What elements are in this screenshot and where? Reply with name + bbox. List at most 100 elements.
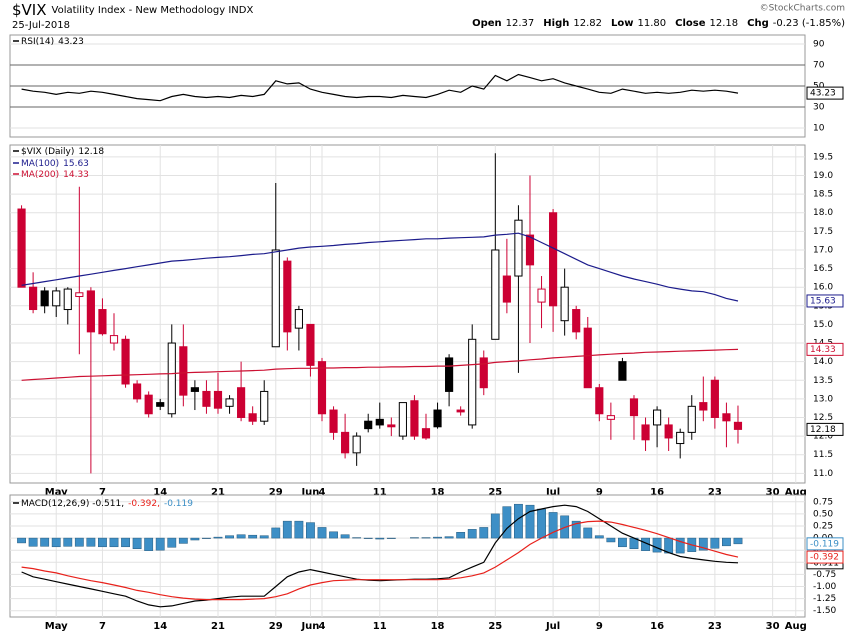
legend-label: RSI(14) 43.23 bbox=[21, 37, 84, 47]
candle-body bbox=[213, 390, 223, 409]
histogram-bar bbox=[698, 537, 708, 551]
histogram-bar bbox=[618, 537, 627, 548]
x-tick-label: 7 bbox=[99, 621, 106, 632]
x-tick-label: 18 bbox=[431, 621, 445, 632]
y-tick-label: 11.0 bbox=[813, 469, 833, 479]
candle-body bbox=[329, 409, 338, 433]
candle-body bbox=[525, 234, 535, 266]
x-tick-label: 7 bbox=[99, 487, 106, 498]
quote-label: Close bbox=[675, 18, 706, 29]
histogram-bar bbox=[98, 537, 107, 548]
histogram-bar bbox=[294, 520, 304, 539]
legend-part: 12.18 bbox=[78, 147, 104, 157]
quote-label: High bbox=[543, 18, 569, 29]
candle-body bbox=[653, 409, 662, 426]
value-tag: 15.63 bbox=[810, 296, 836, 306]
candle-body bbox=[549, 212, 558, 307]
candle-body bbox=[306, 323, 315, 366]
x-tick-label: 14 bbox=[153, 487, 167, 498]
series-line bbox=[21, 348, 739, 381]
histogram-bar bbox=[306, 522, 315, 539]
candle-body bbox=[63, 288, 72, 311]
histogram-bar bbox=[710, 537, 720, 549]
x-tick-label: May bbox=[45, 621, 68, 632]
histogram-bar bbox=[722, 537, 731, 547]
x-tick-label: 14 bbox=[153, 621, 167, 632]
candle-body bbox=[52, 290, 61, 307]
candle-body bbox=[572, 309, 581, 333]
quote: Open 12.37 High 12.82 Low 11.80 Close 12.18 Chg -… bbox=[472, 18, 845, 29]
quote-value: 12.37 bbox=[506, 18, 535, 29]
y-tick-label: 19.5 bbox=[813, 152, 833, 162]
quote-value: 11.80 bbox=[637, 18, 666, 29]
legend-part: 15.63 bbox=[63, 159, 89, 169]
x-tick-label: 29 bbox=[269, 487, 283, 498]
x-tick-label: Jun bbox=[300, 621, 319, 632]
y-tick-label: 13.0 bbox=[813, 394, 833, 404]
legend-part: 14.33 bbox=[63, 170, 89, 180]
histogram-bar bbox=[213, 536, 223, 539]
histogram-bar bbox=[514, 503, 523, 539]
candle-body bbox=[294, 309, 303, 329]
candle-body bbox=[733, 421, 743, 430]
candle-body bbox=[676, 431, 685, 445]
panel bbox=[9, 144, 806, 484]
histogram-bar bbox=[652, 537, 662, 553]
x-tick-label: 21 bbox=[211, 487, 225, 498]
x-tick-label: 25 bbox=[488, 487, 502, 498]
histogram-bar bbox=[444, 536, 454, 539]
histogram-bar bbox=[375, 537, 385, 540]
histogram-bar bbox=[86, 537, 96, 547]
candle-body bbox=[156, 402, 165, 407]
x-tick-label: 21 bbox=[211, 621, 225, 632]
value-tag: -0.119 bbox=[810, 539, 839, 549]
x-tick-label: 23 bbox=[708, 487, 722, 498]
histogram-bar bbox=[583, 527, 593, 539]
histogram-bar bbox=[28, 537, 38, 547]
candle-body bbox=[86, 290, 95, 333]
candle-body bbox=[641, 424, 650, 441]
histogram-bar bbox=[248, 534, 258, 539]
value-tag-box bbox=[806, 342, 844, 356]
histogram-bar bbox=[340, 534, 350, 539]
candle-body bbox=[109, 335, 119, 344]
value-tag-box bbox=[806, 86, 844, 100]
candle-body bbox=[98, 309, 107, 335]
x-tick-label: 16 bbox=[650, 621, 664, 632]
value-tag-box bbox=[806, 537, 844, 551]
histogram-bar bbox=[271, 527, 281, 539]
histogram-bar bbox=[329, 531, 338, 539]
y-tick-label: 16.5 bbox=[813, 264, 833, 274]
histogram-bar bbox=[537, 508, 546, 539]
x-tick-label: May bbox=[45, 487, 68, 498]
series-line bbox=[21, 504, 739, 608]
y-tick-label: -1.00 bbox=[813, 582, 837, 592]
value-tag: 12.18 bbox=[810, 425, 836, 435]
x-tick-label: Aug bbox=[785, 621, 807, 632]
histogram-bar bbox=[525, 504, 535, 539]
legend-label: MACD(12,26,9) -0.511, -0.392, -0.119 bbox=[21, 499, 193, 509]
x-tick-label: 23 bbox=[708, 621, 722, 632]
histogram-bar bbox=[594, 535, 604, 539]
histogram-bar bbox=[490, 513, 500, 539]
value-tag-box bbox=[806, 294, 844, 308]
legend-label: MA(200) 14.33 bbox=[21, 170, 89, 180]
candle-body bbox=[29, 286, 38, 311]
quote-label: Low bbox=[611, 18, 633, 29]
histogram-bar bbox=[144, 537, 154, 551]
value-tag: 14.33 bbox=[810, 345, 836, 355]
y-tick-label: -0.75 bbox=[813, 570, 836, 580]
candle-body bbox=[341, 431, 350, 454]
histogram-bar bbox=[479, 527, 489, 539]
y-tick-label: 50 bbox=[813, 82, 825, 92]
candle-body bbox=[144, 394, 153, 415]
candle-body bbox=[375, 418, 384, 426]
candle-body bbox=[179, 346, 188, 396]
histogram-bar bbox=[155, 537, 165, 551]
x-tick-label: 11 bbox=[373, 621, 387, 632]
candle-body bbox=[456, 409, 465, 413]
histogram-bar bbox=[282, 520, 292, 539]
candle-body bbox=[40, 290, 49, 307]
legend-part: MACD(12,26,9) -0.511, bbox=[21, 499, 124, 509]
x-tick-label: 4 bbox=[319, 621, 326, 632]
